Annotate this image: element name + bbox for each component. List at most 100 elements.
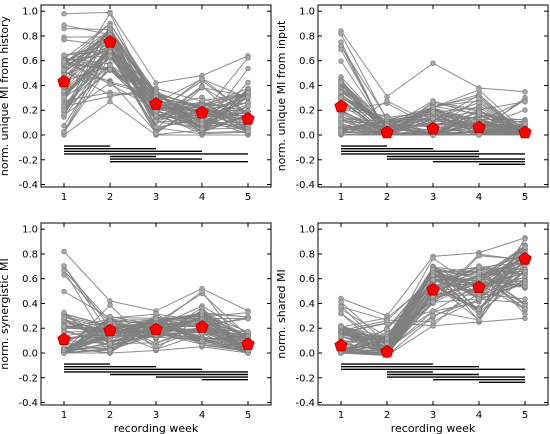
trajectory-point: [199, 288, 205, 295]
trajectory-point: [384, 326, 390, 333]
x-tick-label: 1: [338, 192, 344, 203]
y-tick-label: -0.4: [295, 180, 315, 191]
x-axis: 1 2 3 4 5: [61, 223, 251, 421]
x-tick-label: 2: [384, 192, 390, 203]
trajectory-point: [107, 10, 113, 17]
mean-marker: [241, 111, 255, 125]
y-axis-label: norm. unique MI from history: [0, 15, 11, 176]
trajectory-point: [245, 328, 251, 335]
trajectory-point: [338, 39, 344, 45]
x-tick-label: 1: [61, 192, 67, 203]
trajectory-point: [522, 268, 528, 275]
trajectory-point: [430, 99, 436, 105]
trajectory-point: [153, 316, 159, 322]
mean-marker: [518, 251, 532, 265]
chart-panel-4: -0.4 -0.2 0.0 0.2 0.4 0.6 0.8 1.0 1 2 3 4 5 norm. sha…: [275, 222, 549, 434]
y-tick-label: 1.0: [299, 225, 315, 236]
mean-marker: [380, 344, 394, 358]
trajectory-point: [107, 313, 113, 320]
mean-marker: [57, 74, 71, 88]
trajectory-point: [522, 120, 528, 127]
y-tick-label: 0.6: [299, 56, 315, 67]
mean-marker: [57, 332, 71, 346]
mean-marker: [426, 121, 440, 135]
y-tick-label: 0.6: [22, 56, 38, 67]
trajectory-point: [107, 98, 113, 105]
trajectory-point: [384, 317, 390, 323]
trajectory-point: [430, 104, 436, 111]
trajectory-point: [338, 94, 344, 100]
trajectory-point: [61, 111, 67, 118]
y-tick-label: -0.4: [18, 180, 38, 191]
y-tick-label: -0.4: [295, 398, 315, 409]
mean-markers: [334, 99, 532, 139]
trajectory-point: [476, 95, 482, 102]
trajectory-point: [522, 280, 528, 286]
trajectory-point: [338, 58, 344, 64]
y-tick-label: 0.0: [299, 349, 315, 360]
trajectory-point: [522, 99, 528, 105]
trajectory-point: [522, 244, 528, 251]
y-tick-label: 0.4: [22, 299, 38, 310]
y-tick-label: 0.2: [22, 106, 38, 117]
trajectory-point: [153, 124, 159, 131]
plot-area: [57, 9, 255, 163]
y-tick-label: 0.0: [299, 131, 315, 142]
trajectory-point: [522, 88, 528, 95]
x-tick-label: 5: [245, 192, 251, 203]
trajectory-point: [338, 299, 344, 305]
x-tick-label: 5: [522, 192, 528, 203]
trajectory-point: [61, 122, 67, 129]
trajectory-point: [476, 306, 482, 312]
mean-marker: [195, 320, 209, 333]
y-tick-label: 0.8: [299, 31, 315, 42]
trajectory-point: [107, 91, 113, 98]
y-axis: -0.4 -0.2 0.0 0.2 0.4 0.6 0.8 1.0: [295, 225, 548, 409]
mean-marker: [149, 322, 163, 336]
trajectory-point: [476, 132, 482, 138]
trajectory-point: [338, 333, 344, 340]
trajectory-point: [153, 343, 159, 349]
trajectory-point: [61, 94, 67, 101]
trajectory-point: [245, 103, 251, 109]
trajectory-point: [61, 10, 67, 17]
y-tick-label: 0.2: [22, 324, 38, 335]
plot-area: [334, 28, 532, 166]
trajectory-point: [430, 60, 436, 66]
x-axis: 1 2 3 4 5: [61, 5, 251, 203]
y-axis-label: norm. unique MI from input: [275, 20, 288, 171]
trajectory-point: [107, 81, 113, 87]
trajectory-line: [63, 251, 249, 312]
trajectory-point: [61, 22, 67, 28]
trajectory-point: [61, 288, 67, 295]
trajectory-point: [107, 347, 113, 353]
y-tick-label: 0.8: [22, 31, 38, 42]
trajectory-point: [153, 118, 159, 125]
chart-panel-1: -0.4 -0.2 0.0 0.2 0.4 0.6 0.8 1.0 1 2 3 4 5 norm. uni…: [0, 4, 272, 203]
y-tick-label: 0.6: [22, 274, 38, 285]
y-tick-label: 0.2: [299, 106, 315, 117]
trajectory-point: [522, 296, 528, 302]
y-tick-label: 0.4: [299, 299, 315, 310]
mean-markers: [334, 251, 532, 358]
trajectory-point: [338, 116, 344, 122]
trajectory-point: [338, 128, 344, 134]
y-axis: -0.4 -0.2 0.0 0.2 0.4 0.6 0.8 1.0: [295, 7, 548, 191]
x-tick-label: 1: [338, 410, 344, 421]
trajectory-point: [245, 316, 251, 322]
trajectory-point: [384, 98, 390, 104]
y-tick-label: 1.0: [299, 7, 315, 18]
plot-area: [334, 235, 532, 383]
trajectory-point: [338, 310, 344, 317]
mean-marker: [334, 99, 348, 113]
trajectory-point: [245, 128, 251, 135]
trajectory-point: [199, 120, 205, 127]
trajectory-point: [107, 53, 113, 59]
mean-marker: [103, 323, 117, 337]
x-tick-label: 3: [153, 410, 159, 421]
x-tick-label: 4: [476, 410, 482, 421]
mean-marker: [518, 125, 532, 139]
trajectory-point: [476, 317, 482, 323]
x-axis-label: recording week: [114, 422, 199, 434]
